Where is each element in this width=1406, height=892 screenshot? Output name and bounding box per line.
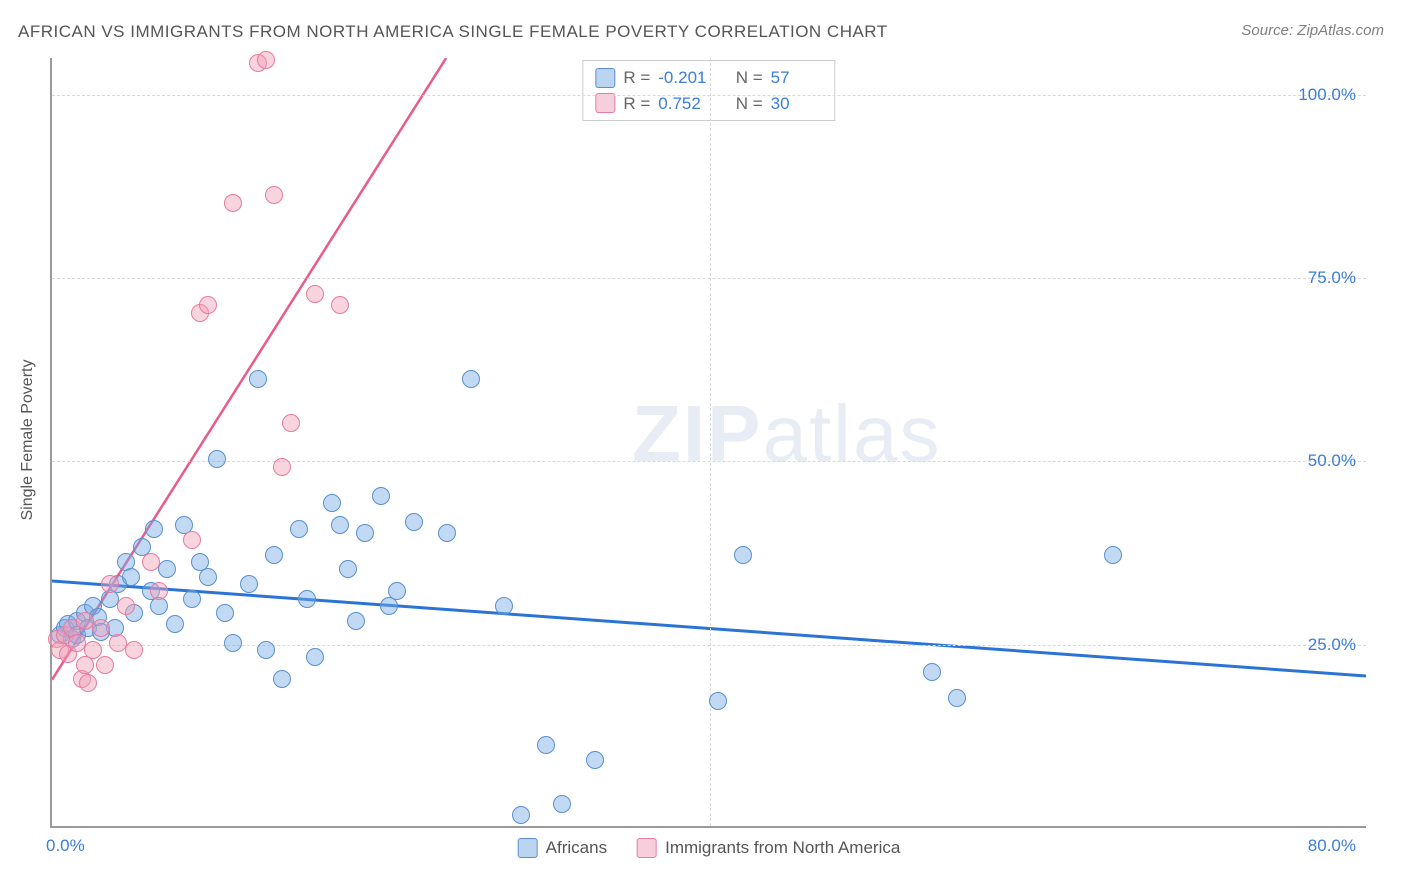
scatter-plot-area: ZIPatlas R =-0.201 N =57R = 0.752 N =30 … bbox=[50, 58, 1366, 828]
data-point bbox=[331, 516, 349, 534]
data-point bbox=[101, 575, 119, 593]
data-point bbox=[249, 370, 267, 388]
y-tick-label: 75.0% bbox=[1308, 268, 1356, 288]
legend-label: Africans bbox=[546, 838, 607, 858]
data-point bbox=[117, 597, 135, 615]
data-point bbox=[282, 414, 300, 432]
data-point bbox=[92, 619, 110, 637]
data-point bbox=[388, 582, 406, 600]
data-point bbox=[183, 590, 201, 608]
data-point bbox=[1104, 546, 1122, 564]
data-point bbox=[199, 296, 217, 314]
data-point bbox=[323, 494, 341, 512]
data-point bbox=[306, 285, 324, 303]
legend: Africans Immigrants from North America bbox=[518, 838, 901, 858]
data-point bbox=[537, 736, 555, 754]
data-point bbox=[166, 615, 184, 633]
data-point bbox=[331, 296, 349, 314]
data-point bbox=[273, 458, 291, 476]
gridline-vertical bbox=[710, 58, 711, 826]
data-point bbox=[96, 656, 114, 674]
data-point bbox=[68, 634, 86, 652]
data-point bbox=[298, 590, 316, 608]
data-point bbox=[948, 689, 966, 707]
data-point bbox=[125, 641, 143, 659]
data-point bbox=[265, 186, 283, 204]
data-point bbox=[208, 450, 226, 468]
data-point bbox=[79, 674, 97, 692]
y-axis-label: Single Female Poverty bbox=[19, 360, 37, 521]
gridline-horizontal bbox=[52, 95, 1366, 96]
data-point bbox=[347, 612, 365, 630]
watermark-atlas: atlas bbox=[762, 389, 941, 478]
r-label: R = bbox=[623, 65, 650, 91]
data-point bbox=[109, 634, 127, 652]
data-point bbox=[150, 582, 168, 600]
r-value: -0.201 bbox=[658, 65, 710, 91]
data-point bbox=[462, 370, 480, 388]
data-point bbox=[495, 597, 513, 615]
legend-item: Africans bbox=[518, 838, 607, 858]
data-point bbox=[553, 795, 571, 813]
data-point bbox=[339, 560, 357, 578]
x-tick-label: 80.0% bbox=[1308, 836, 1356, 856]
data-point bbox=[709, 692, 727, 710]
n-value: 57 bbox=[771, 65, 823, 91]
data-point bbox=[512, 806, 530, 824]
data-point bbox=[586, 751, 604, 769]
data-point bbox=[273, 670, 291, 688]
stats-row: R = -0.201 N = 57 bbox=[595, 65, 822, 91]
data-point bbox=[257, 51, 275, 69]
data-point bbox=[356, 524, 374, 542]
data-point bbox=[405, 513, 423, 531]
gridline-horizontal bbox=[52, 461, 1366, 462]
legend-item: Immigrants from North America bbox=[637, 838, 900, 858]
correlation-stats-box: R =-0.201 N =57R = 0.752 N =30 bbox=[582, 60, 835, 121]
watermark-zip: ZIP bbox=[632, 389, 762, 478]
y-tick-label: 100.0% bbox=[1298, 85, 1356, 105]
watermark: ZIPatlas bbox=[632, 388, 941, 480]
gridline-horizontal bbox=[52, 278, 1366, 279]
gridline-horizontal bbox=[52, 645, 1366, 646]
data-point bbox=[438, 524, 456, 542]
data-point bbox=[216, 604, 234, 622]
data-point bbox=[257, 641, 275, 659]
data-point bbox=[145, 520, 163, 538]
series-swatch bbox=[595, 93, 615, 113]
y-tick-label: 50.0% bbox=[1308, 451, 1356, 471]
series-swatch bbox=[595, 68, 615, 88]
legend-label: Immigrants from North America bbox=[665, 838, 900, 858]
legend-swatch bbox=[637, 838, 657, 858]
data-point bbox=[306, 648, 324, 666]
source-label: Source: bbox=[1241, 22, 1297, 39]
data-point bbox=[224, 194, 242, 212]
data-point bbox=[122, 568, 140, 586]
y-tick-label: 25.0% bbox=[1308, 635, 1356, 655]
data-point bbox=[734, 546, 752, 564]
chart-title: AFRICAN VS IMMIGRANTS FROM NORTH AMERICA… bbox=[18, 22, 888, 42]
legend-swatch bbox=[518, 838, 538, 858]
trend-lines bbox=[52, 58, 1366, 826]
data-point bbox=[76, 612, 94, 630]
data-point bbox=[183, 531, 201, 549]
source-name: ZipAtlas.com bbox=[1297, 22, 1384, 39]
trend-line bbox=[52, 581, 1366, 676]
data-point bbox=[240, 575, 258, 593]
data-point bbox=[265, 546, 283, 564]
data-point bbox=[923, 663, 941, 681]
data-point bbox=[372, 487, 390, 505]
data-point bbox=[158, 560, 176, 578]
n-label: N = bbox=[736, 65, 763, 91]
data-point bbox=[199, 568, 217, 586]
x-tick-label: 0.0% bbox=[46, 836, 85, 856]
data-point bbox=[142, 553, 160, 571]
data-point bbox=[224, 634, 242, 652]
source-attribution: Source: ZipAtlas.com bbox=[1241, 22, 1384, 39]
data-point bbox=[290, 520, 308, 538]
